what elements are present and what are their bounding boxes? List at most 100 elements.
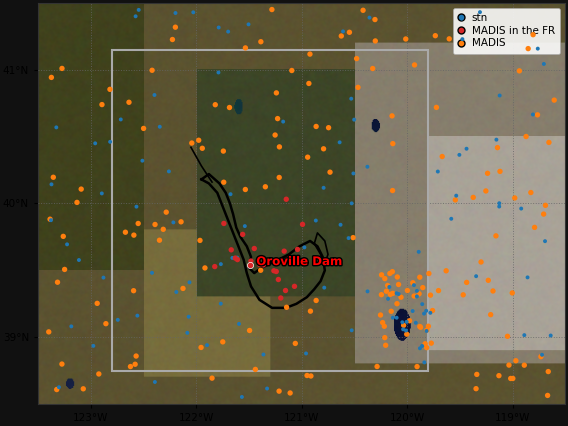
Point: [276, 295, 285, 302]
Point: [415, 345, 424, 352]
Point: [540, 60, 549, 67]
Point: [517, 205, 526, 212]
Point: [235, 320, 244, 327]
Point: [202, 342, 211, 348]
Point: [417, 301, 427, 308]
Point: [53, 279, 62, 285]
Point: [530, 224, 539, 231]
Point: [346, 95, 356, 102]
Point: [59, 233, 68, 240]
Point: [417, 343, 427, 349]
Point: [275, 144, 284, 150]
Point: [527, 189, 536, 196]
Legend: stn, MADIS in the FR, MADIS: stn, MADIS in the FR, MADIS: [453, 8, 560, 54]
Point: [151, 221, 160, 228]
Point: [274, 276, 283, 283]
Point: [347, 200, 356, 207]
Point: [291, 340, 300, 347]
Point: [477, 259, 486, 265]
Point: [389, 314, 398, 321]
Point: [214, 69, 223, 76]
Point: [392, 273, 402, 280]
Point: [282, 196, 291, 203]
Point: [481, 187, 490, 194]
Point: [503, 333, 512, 340]
Point: [148, 67, 157, 74]
Point: [363, 288, 372, 295]
Point: [319, 145, 328, 152]
Point: [373, 363, 382, 370]
Point: [256, 38, 265, 45]
Point: [550, 97, 559, 104]
Point: [139, 125, 148, 132]
Point: [445, 35, 454, 42]
Point: [79, 386, 88, 392]
Point: [392, 300, 402, 307]
Point: [491, 233, 500, 239]
Point: [261, 183, 270, 190]
Point: [302, 350, 311, 357]
Point: [508, 290, 517, 296]
Point: [401, 36, 410, 43]
Point: [197, 344, 206, 351]
Point: [287, 67, 296, 74]
Point: [47, 217, 56, 224]
Point: [434, 287, 443, 294]
Point: [319, 184, 328, 191]
Point: [158, 226, 168, 233]
Point: [98, 101, 107, 108]
Point: [387, 308, 396, 315]
Point: [536, 353, 545, 360]
Point: [138, 157, 147, 164]
Point: [52, 386, 61, 393]
Point: [418, 284, 427, 291]
Point: [353, 84, 362, 91]
Point: [227, 246, 236, 253]
Point: [539, 211, 548, 218]
Point: [312, 297, 321, 304]
Point: [345, 29, 354, 36]
Point: [237, 394, 247, 400]
Point: [298, 221, 307, 228]
Point: [504, 362, 513, 368]
Point: [132, 203, 141, 210]
Point: [148, 269, 157, 276]
Point: [420, 359, 429, 366]
Point: [383, 296, 392, 302]
Point: [421, 308, 431, 314]
Point: [244, 21, 253, 28]
Point: [57, 361, 66, 368]
Point: [99, 274, 108, 281]
Point: [93, 300, 102, 307]
Point: [378, 319, 387, 326]
Point: [101, 320, 110, 327]
Point: [431, 32, 440, 39]
Point: [427, 340, 436, 346]
Point: [382, 288, 391, 295]
Point: [286, 389, 295, 396]
Point: [388, 268, 397, 275]
Point: [49, 174, 58, 181]
Point: [47, 74, 56, 81]
Point: [414, 248, 423, 255]
Point: [270, 132, 279, 138]
Point: [352, 55, 361, 62]
Point: [171, 24, 180, 31]
Point: [426, 292, 435, 299]
Point: [459, 291, 468, 298]
Point: [484, 277, 493, 284]
Point: [312, 123, 321, 130]
Point: [281, 287, 290, 294]
Point: [457, 15, 466, 22]
Text: Oroville Dam: Oroville Dam: [256, 255, 342, 268]
Point: [398, 319, 407, 325]
Point: [185, 279, 194, 286]
Point: [155, 124, 164, 130]
Point: [259, 351, 268, 358]
Point: [394, 281, 403, 288]
Point: [415, 291, 424, 297]
Point: [510, 195, 519, 201]
Point: [455, 152, 464, 158]
Point: [45, 216, 55, 223]
Point: [411, 320, 420, 326]
